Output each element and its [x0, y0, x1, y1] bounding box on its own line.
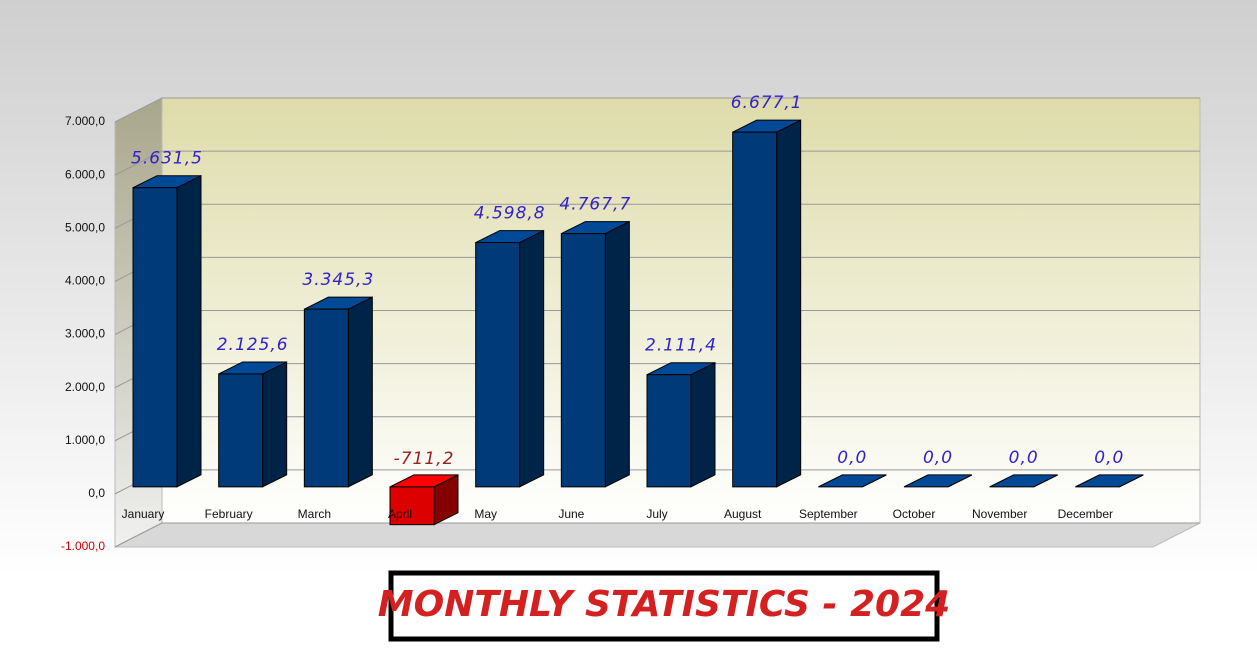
bar-side [519, 229, 545, 488]
bar [132, 174, 202, 488]
bar-side [176, 174, 202, 488]
bar [903, 474, 973, 488]
x-tick-label: June [558, 507, 584, 521]
value-label: 4.767,7 [559, 195, 631, 215]
bar-front [303, 308, 349, 488]
grid-line [114, 150, 1200, 176]
value-label: 0,0 [923, 448, 953, 468]
bar [560, 220, 630, 488]
bar [732, 119, 802, 488]
bar-front [732, 131, 778, 488]
floor [114, 522, 1201, 548]
value-label: 0,0 [1009, 448, 1039, 468]
bar [818, 474, 887, 488]
bar-side [347, 296, 373, 488]
value-label: 0,0 [837, 448, 867, 468]
value-label: 3.345,3 [302, 270, 374, 290]
bar [389, 474, 459, 526]
value-label: 6.677,1 [731, 93, 803, 113]
bar-front [132, 187, 178, 488]
x-tick-label: August [724, 507, 762, 521]
bar-side [776, 119, 802, 488]
x-tick-label: April [388, 507, 412, 521]
x-tick-label: January [122, 507, 165, 521]
bar [475, 229, 545, 488]
y-tick-label: 1.000,0 [65, 433, 105, 447]
bar-top [989, 474, 1058, 488]
y-tick-label: -1.000,0 [61, 539, 105, 553]
y-tick-label: 3.000,0 [65, 327, 105, 341]
bar-side [690, 361, 716, 488]
y-tick-label: 7.000,0 [65, 114, 105, 128]
bar-side [262, 361, 288, 488]
x-tick-label: July [646, 507, 667, 521]
bar-top [818, 474, 887, 488]
grid-line [114, 522, 1200, 548]
bar-front [560, 233, 606, 488]
value-label: 2.125,6 [217, 335, 289, 355]
bar [303, 296, 373, 488]
bar [1075, 474, 1144, 488]
x-tick-label: September [799, 507, 858, 521]
bar-top [903, 474, 973, 488]
y-tick-label: 4.000,0 [65, 274, 105, 288]
y-tick-label: 0,0 [88, 486, 105, 500]
bar [646, 361, 716, 488]
plot: -1.000,0 0,0 1.000,0 2.000,0 3.000,0 4.000,0 5… [61, 93, 1201, 553]
y-tick-label: 6.000,0 [65, 167, 105, 181]
x-tick-label: October [893, 507, 936, 521]
value-label: 0,0 [1094, 448, 1124, 468]
bar-front [389, 486, 435, 526]
x-tick-label: November [972, 507, 1027, 521]
bar [218, 361, 288, 488]
x-tick-label: February [205, 507, 253, 521]
value-label: 4.598,8 [474, 204, 546, 224]
bar-front [475, 242, 521, 488]
value-label: -711,2 [394, 449, 455, 469]
value-label: 2.111,4 [645, 336, 717, 356]
bar-side [604, 220, 630, 488]
bar [989, 474, 1058, 488]
title-box [388, 570, 940, 642]
value-label: 5.631,5 [131, 149, 203, 169]
bar-front [646, 374, 692, 488]
chart-title: MONTHLY STATISTICS - 2024 [378, 584, 950, 625]
bar-front [218, 373, 264, 488]
grid-line [114, 97, 1200, 123]
bar-top [1075, 474, 1144, 488]
x-tick-label: December [1058, 507, 1113, 521]
y-tick-label: 2.000,0 [65, 380, 105, 394]
x-tick-label: May [474, 507, 497, 521]
x-tick-label: March [298, 507, 331, 521]
y-tick-label: 5.000,0 [65, 220, 105, 234]
